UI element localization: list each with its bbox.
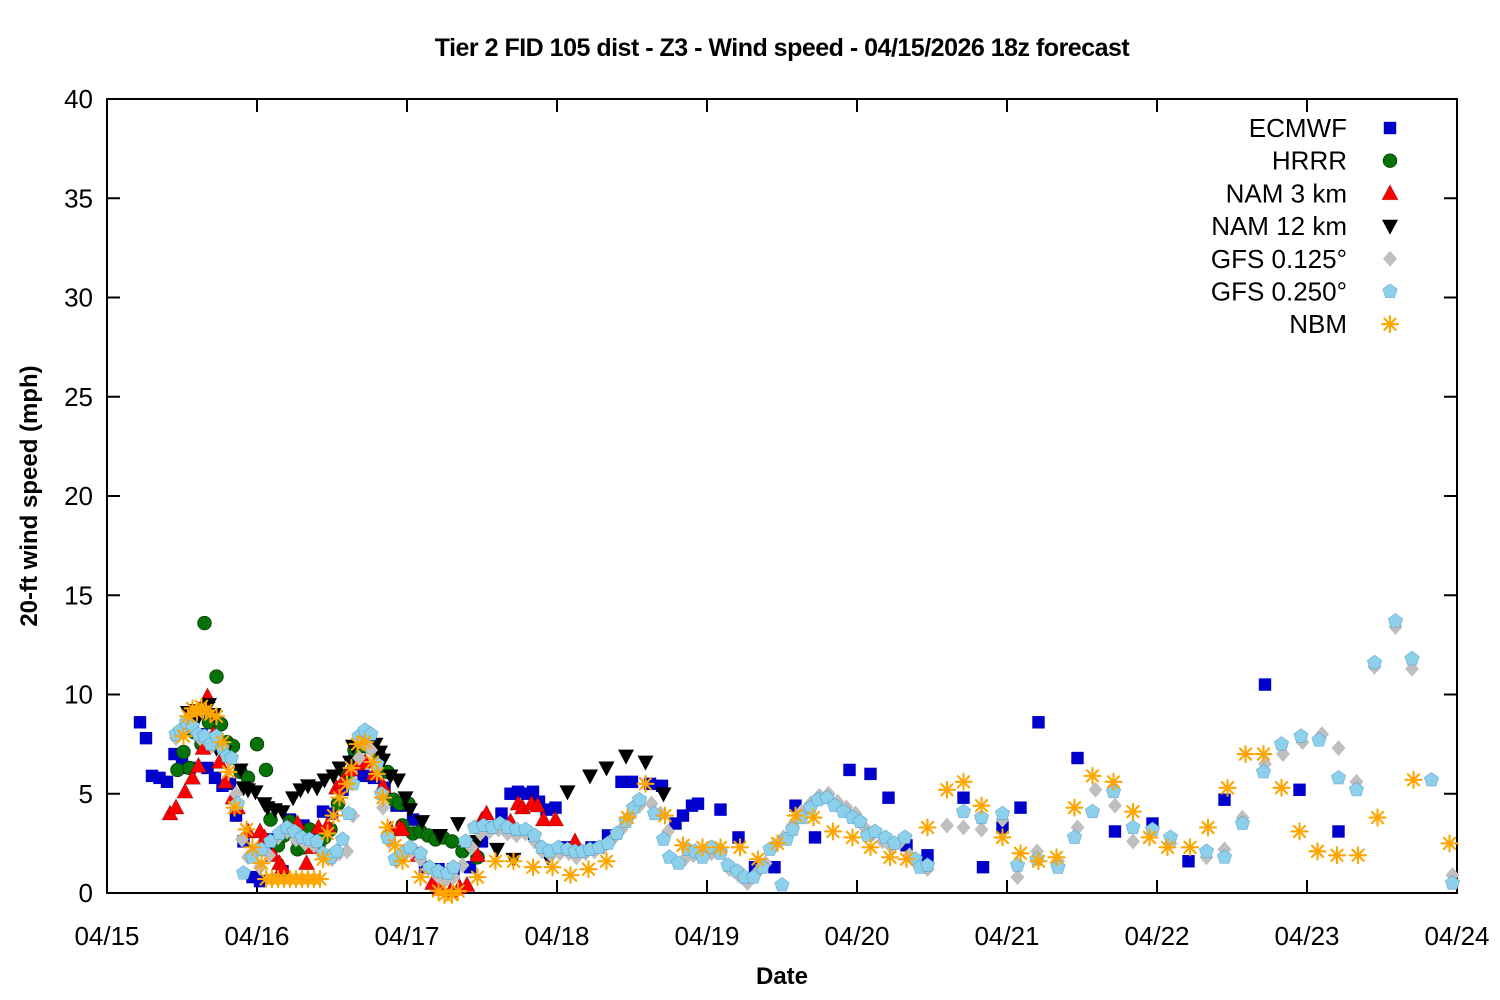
legend-label: NAM 12 km (1211, 211, 1347, 241)
y-tick-label: 5 (79, 779, 93, 809)
x-axis-ticks: 04/15 04/16 04/17 04/18 04/19 04/20 04/21 04/22… (74, 99, 1490, 951)
x-tick-label: 04/17 (374, 921, 439, 951)
series-nbm (174, 697, 1459, 905)
y-tick-label: 40 (64, 84, 93, 114)
y-tick-label: 0 (79, 878, 93, 908)
x-tick-label: 04/21 (974, 921, 1039, 951)
x-tick-label: 04/16 (224, 921, 289, 951)
legend-label: GFS 0.250° (1211, 277, 1347, 307)
y-tick-label: 35 (64, 183, 93, 213)
x-tick-label: 04/15 (74, 921, 139, 951)
x-tick-label: 04/22 (1124, 921, 1189, 951)
chart-title: Tier 2 FID 105 dist - Z3 - Wind speed - … (434, 34, 1130, 62)
legend-label: NAM 3 km (1226, 178, 1347, 208)
legend-label: ECMWF (1249, 113, 1347, 143)
x-tick-label: 04/24 (1424, 921, 1489, 951)
y-tick-label: 10 (64, 680, 93, 710)
y-tick-label: 20 (64, 481, 93, 511)
y-tick-label: 30 (64, 283, 93, 313)
x-axis-label: Date (755, 963, 809, 990)
x-tick-label: 04/18 (524, 921, 589, 951)
y-tick-label: 25 (64, 382, 93, 412)
legend-label: HRRR (1272, 146, 1347, 176)
x-tick-label: 04/23 (1274, 921, 1339, 951)
legend-label: GFS 0.125° (1211, 244, 1347, 274)
legend-label: NBM (1289, 309, 1347, 339)
x-tick-label: 04/19 (674, 921, 739, 951)
x-tick-label: 04/20 (824, 921, 889, 951)
y-axis-ticks: 0 5 10 15 20 25 30 35 40 (64, 84, 1457, 908)
y-tick-label: 15 (64, 580, 93, 610)
